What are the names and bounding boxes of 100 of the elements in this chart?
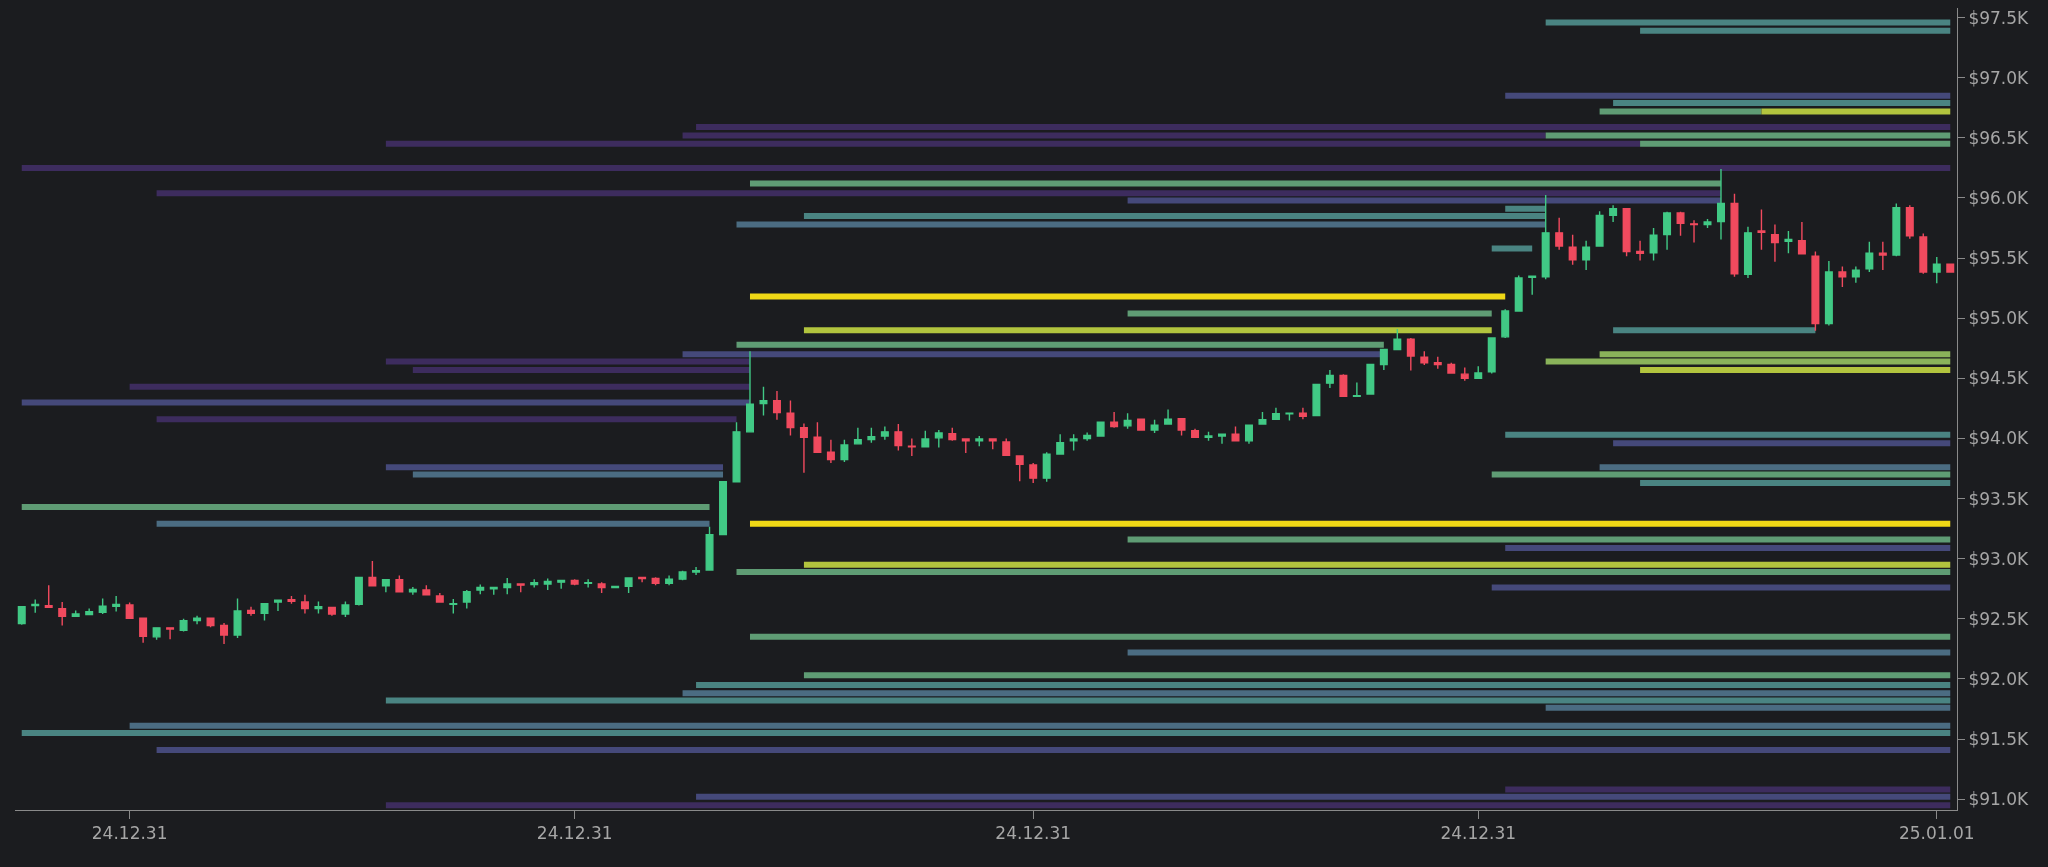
candlestick	[17, 606, 26, 626]
candlestick	[1649, 227, 1658, 262]
candlestick	[530, 578, 539, 589]
candlestick	[71, 609, 80, 618]
candlestick	[1865, 241, 1874, 273]
x-tick-label: 24.12.31	[91, 823, 168, 844]
candlestick	[193, 615, 202, 625]
y-tick-label: $96.5K	[1968, 127, 2030, 148]
candlestick	[139, 617, 148, 644]
candlestick	[260, 603, 269, 622]
candlestick	[1393, 328, 1402, 351]
x-tick-label: 24.12.31	[1440, 823, 1517, 844]
candlestick	[1878, 241, 1887, 271]
candlestick	[462, 589, 471, 610]
y-tick-label: $92.0K	[1968, 668, 2030, 689]
y-tick-label: $94.0K	[1968, 428, 2030, 449]
candlestick	[1460, 366, 1469, 382]
candlestick	[1676, 211, 1685, 237]
candlestick	[1271, 407, 1280, 421]
candlestick	[1218, 433, 1227, 445]
candlestick	[1096, 421, 1105, 437]
candlestick	[1541, 194, 1550, 280]
candlestick	[799, 422, 808, 474]
candlestick	[1690, 219, 1699, 244]
candlestick	[651, 576, 660, 586]
candlestick	[1083, 431, 1092, 442]
candlestick	[1164, 408, 1173, 425]
candlestick	[1339, 373, 1348, 398]
y-tick-label: $93.0K	[1968, 548, 2030, 569]
candlestick	[1555, 217, 1564, 251]
candlestick	[1501, 308, 1510, 339]
candlestick	[624, 577, 633, 594]
candlestick	[1069, 433, 1078, 452]
candlestick	[948, 426, 957, 442]
candlestick	[1285, 412, 1294, 422]
candlestick	[921, 429, 930, 448]
candlestick	[381, 579, 390, 594]
candlestick	[1622, 208, 1631, 257]
candlestick	[557, 579, 566, 590]
candlestick	[179, 618, 188, 633]
candlestick	[1595, 210, 1604, 247]
candlestick	[1474, 365, 1483, 380]
y-tick-label: $97.0K	[1968, 67, 2030, 88]
candlestick	[1244, 424, 1253, 445]
candlestick	[327, 606, 336, 617]
y-tick-label: $96.0K	[1968, 187, 2030, 208]
candlestick	[961, 438, 970, 454]
x-tick-label: 24.12.31	[995, 823, 1072, 844]
candlestick	[975, 435, 984, 447]
candlestick	[759, 386, 768, 417]
candlestick	[503, 577, 512, 595]
y-tick-label: $92.5K	[1968, 608, 2030, 629]
candlestick	[1946, 263, 1955, 273]
candlestick	[408, 586, 417, 596]
candlestick	[719, 481, 728, 536]
candlestick	[1757, 208, 1766, 251]
candlestick	[1298, 407, 1307, 420]
candlestick	[1609, 204, 1618, 223]
candlestick	[152, 627, 161, 641]
x-tick-label: 24.12.31	[536, 823, 613, 844]
candlestick	[1703, 218, 1712, 229]
candlestick	[1743, 226, 1752, 279]
candlestick	[395, 574, 404, 593]
candlestick	[354, 576, 363, 607]
candlestick	[476, 583, 485, 595]
candlestick	[1730, 193, 1739, 278]
y-tick-label: $91.5K	[1968, 729, 2030, 750]
candlestick	[166, 627, 175, 640]
candlestick	[1851, 265, 1860, 284]
candlestick	[1137, 418, 1146, 432]
candlestick	[584, 578, 593, 589]
candlestick	[1447, 362, 1456, 375]
candlestick	[853, 426, 862, 445]
candlestick	[314, 600, 323, 615]
candlestick	[1042, 451, 1051, 483]
candlestick	[934, 429, 943, 449]
y-tick-label: $93.5K	[1968, 488, 2030, 509]
candlestick	[1932, 256, 1941, 285]
candlestick	[247, 606, 256, 617]
candlestick	[273, 598, 282, 612]
candlestick	[449, 598, 458, 615]
candlestick	[705, 526, 714, 572]
candlestick	[1015, 454, 1024, 482]
candlestick	[1366, 363, 1375, 395]
candlestick	[1029, 462, 1038, 484]
candlestick	[1905, 204, 1914, 240]
candlestick	[44, 584, 53, 609]
candlestick	[1191, 428, 1200, 438]
y-tick-label: $91.0K	[1968, 789, 2030, 810]
candlestick	[1258, 411, 1267, 425]
candlestick	[988, 438, 997, 450]
candlestick	[867, 426, 876, 444]
candlestick	[786, 399, 795, 437]
candlestick	[1582, 239, 1591, 271]
candlestick	[1716, 168, 1725, 241]
candlestick	[1770, 223, 1779, 263]
candlestick	[1797, 221, 1806, 255]
candlestick	[1406, 337, 1415, 372]
candlestick	[1379, 348, 1388, 371]
candlestick	[1568, 233, 1577, 266]
